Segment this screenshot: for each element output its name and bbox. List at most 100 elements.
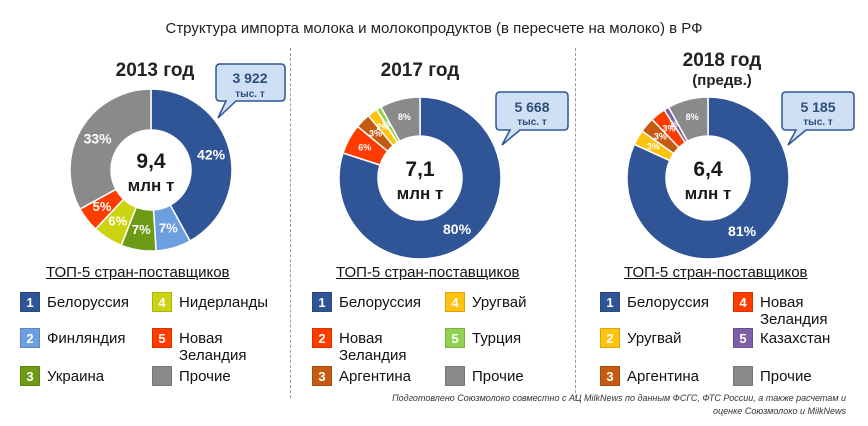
donut-slice <box>338 96 502 260</box>
legend-title: ТОП-5 стран-поставщиков <box>46 264 230 281</box>
legend-item: 1 Белоруссия <box>312 292 421 312</box>
legend-swatch: 1 <box>312 292 332 312</box>
slice-label: 3% <box>663 123 676 133</box>
legend-label: Новая Зеландия <box>760 294 828 328</box>
slice-label: 7% <box>159 221 178 236</box>
source-footnote: Подготовлено Союзмолоко совместно с АЦ M… <box>392 393 846 416</box>
callout-value: 5 185 <box>800 99 835 115</box>
callout-unit: тыс. т <box>803 117 833 128</box>
legend-item: 4 Новая Зеландия <box>733 292 828 328</box>
legend-swatch: 2 <box>312 328 332 348</box>
legend-item: 3 Аргентина <box>312 366 411 386</box>
legend-item: 2 Финляндия <box>20 328 125 348</box>
legend-item: Прочие <box>445 366 524 386</box>
slice-label: 6% <box>358 143 371 153</box>
legend-label: Прочие <box>472 368 524 385</box>
legend-item: 5 Новая Зеландия <box>152 328 247 364</box>
center-total-value: 9,4 <box>136 150 166 173</box>
slice-label: 3% <box>647 142 660 152</box>
panel-divider-2 <box>575 48 576 398</box>
donut-slice <box>69 88 152 211</box>
legend-label: Аргентина <box>627 368 699 385</box>
legend-item: 2 Новая Зеландия <box>312 328 407 364</box>
callout-unit: тыс. т <box>517 117 547 128</box>
legend-label: Новая Зеландия <box>339 330 407 364</box>
legend-label: Нидерланды <box>179 294 269 311</box>
callout-value: 3 922 <box>232 70 267 86</box>
legend-item: 3 Украина <box>20 366 104 386</box>
slice-label: 42% <box>197 147 226 163</box>
legend-swatch <box>445 366 465 386</box>
legend-swatch: 4 <box>152 292 172 312</box>
year-sublabel: (предв.) <box>692 72 752 89</box>
legend-label: Белоруссия <box>47 294 129 311</box>
slice-label: 5% <box>93 199 112 214</box>
slice-label: 81% <box>728 223 757 239</box>
slice-label: 3% <box>369 128 382 138</box>
slice-label: 8% <box>398 112 411 122</box>
slice-label: 2% <box>376 122 389 132</box>
legend-label: Новая Зеландия <box>179 330 247 364</box>
panel-2017: 2017 год 80% 6% 3% 2% 1% 8% 7,1 млн т 5 668 тыс… <box>290 0 580 426</box>
donut-slice <box>379 96 421 143</box>
slice-label: 1% <box>669 119 682 129</box>
callout-value: 5 668 <box>514 99 549 115</box>
legend-item: 1 Белоруссия <box>20 292 129 312</box>
legend-label: Белоруссия <box>339 294 421 311</box>
legend-swatch: 5 <box>733 328 753 348</box>
legend-swatch: 3 <box>20 366 40 386</box>
legend-item: 4 Уругвай <box>445 292 527 312</box>
center-total-unit: млн т <box>397 184 444 203</box>
legend-swatch <box>733 366 753 386</box>
chart-title: Структура импорта молока и молокопродукт… <box>165 20 703 37</box>
legend-title: ТОП-5 стран-поставщиков <box>624 264 808 281</box>
donut-slice <box>626 96 790 260</box>
legend-item: 3 Аргентина <box>600 366 699 386</box>
legend-label: Белоруссия <box>627 294 709 311</box>
legend-label: Уругвай <box>472 294 527 311</box>
legend-label: Аргентина <box>339 368 411 385</box>
legend-swatch: 4 <box>445 292 465 312</box>
slice-label: 7% <box>132 222 151 237</box>
legend-label: Уругвай <box>627 330 682 347</box>
panel-divider-1 <box>290 48 291 398</box>
legend-label: Прочие <box>760 368 812 385</box>
legend-swatch: 1 <box>600 292 620 312</box>
donut-slice <box>667 96 709 143</box>
callout-bubble <box>781 91 855 146</box>
legend-item: 5 Турция <box>445 328 521 348</box>
legend-label: Финляндия <box>47 330 126 347</box>
year-title: 2013 год <box>95 60 215 82</box>
legend-item: Прочие <box>733 366 812 386</box>
legend-swatch: 5 <box>445 328 465 348</box>
donut-chart: 80% 6% 3%2%1% 8% 7,1 млн т <box>338 96 502 260</box>
callout-unit: тыс. т <box>235 89 265 100</box>
center-total-value: 7,1 <box>405 158 435 181</box>
total-callout: 3 922 тыс. т <box>215 63 286 119</box>
legend-swatch: 5 <box>152 328 172 348</box>
legend-label: Прочие <box>179 368 231 385</box>
slice-label: 33% <box>84 130 113 146</box>
total-callout: 5 668 тыс. т <box>495 91 569 146</box>
legend-item: 4 Нидерланды <box>152 292 268 312</box>
slice-label: 6% <box>108 213 127 228</box>
slice-label: 1% <box>381 119 394 129</box>
year-label: 2017 год <box>380 60 460 81</box>
legend-label: Турция <box>472 330 522 347</box>
legend-item: 5 Казахстан <box>733 328 830 348</box>
legend-swatch: 4 <box>733 292 753 312</box>
year-title: 2018 год (предв.) <box>662 50 782 90</box>
legend-swatch <box>152 366 172 386</box>
legend-item: Прочие <box>152 366 231 386</box>
panel-2013: 2013 год 42% 7% 7% 6% 5% 33% 9,4 млн т 3 922 ты… <box>0 0 290 426</box>
legend-label: Украина <box>47 368 105 385</box>
year-title: 2017 год <box>360 60 480 82</box>
legend-swatch: 3 <box>600 366 620 386</box>
legend-swatch: 3 <box>312 366 332 386</box>
slice-label: 80% <box>443 221 472 237</box>
legend-label: Казахстан <box>760 330 831 347</box>
callout-bubble <box>215 63 286 119</box>
panel-2018: 2018 год (предв.) 81% 3% 3% 3% 1% 8% 6,4 млн т … <box>578 0 868 426</box>
legend-swatch: 1 <box>20 292 40 312</box>
